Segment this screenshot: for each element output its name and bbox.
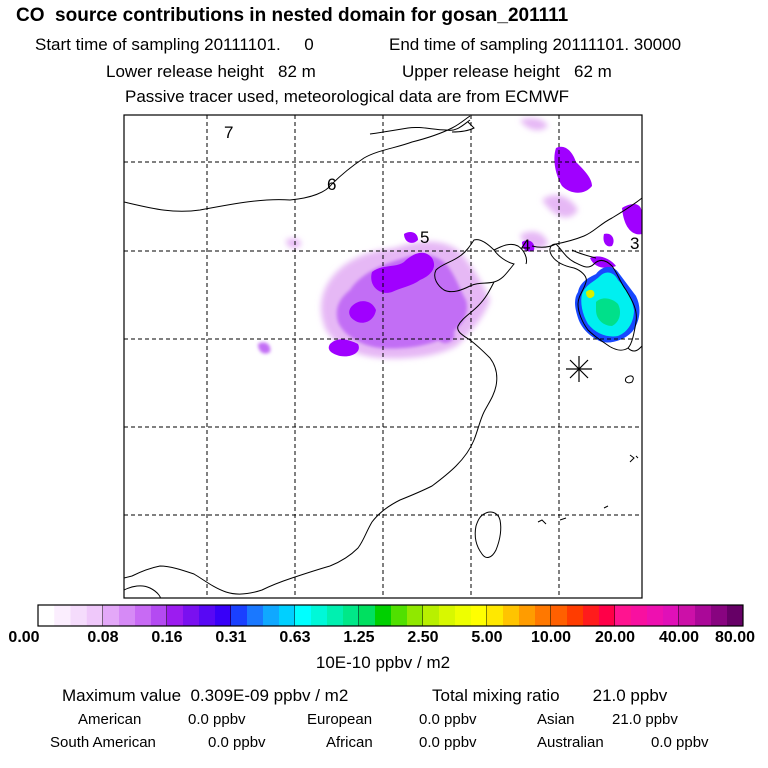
tracer-note: Passive tracer used, meteorological data… xyxy=(125,87,570,106)
colorbar-swatch xyxy=(519,605,536,626)
colorbar-swatch xyxy=(471,605,488,626)
colorbar-swatch xyxy=(70,605,88,626)
colorbar-swatch xyxy=(503,605,520,626)
end-time-label: End time of sampling 20111101. 30000 xyxy=(389,35,682,54)
colorbar-swatch xyxy=(407,605,424,626)
mid-concentration-plume xyxy=(258,254,468,354)
colorbar-swatch xyxy=(423,605,440,626)
colorbar-unit-label: 10E-10 ppbv / m2 xyxy=(315,653,451,672)
colorbar-swatch xyxy=(86,605,104,626)
colorbar-swatch xyxy=(183,605,200,626)
coastlines-and-borders xyxy=(124,115,642,598)
region-south-american-value: 0.0 ppbv xyxy=(208,734,266,751)
region-american-name: American xyxy=(78,711,142,728)
colorbar-swatch xyxy=(103,605,120,626)
colorbar-swatch xyxy=(247,605,264,626)
korea-peak-hotspot xyxy=(575,266,640,343)
region-australian-name: Australian xyxy=(537,734,604,751)
colorbar-swatch xyxy=(551,605,568,626)
region-australian-value: 0.0 ppbv xyxy=(651,734,709,751)
grid-label-5: 5 xyxy=(420,228,429,247)
colorbar-swatch xyxy=(38,605,55,626)
colorbar-swatch xyxy=(279,605,296,626)
region-african-value: 0.0 ppbv xyxy=(419,734,477,751)
colorbar-swatch xyxy=(151,605,168,626)
region-european-name: European xyxy=(307,711,373,728)
map-frame xyxy=(123,114,643,599)
colorbar-swatch xyxy=(135,605,152,626)
region-african-name: African xyxy=(326,734,373,751)
region-asian-value: 21.0 ppbv xyxy=(612,711,678,728)
map-grid-lines xyxy=(124,115,642,598)
maximum-value-label: Maximum value 0.309E-09 ppbv / m2 xyxy=(62,686,349,705)
colorbar-tick-8: 10.00 xyxy=(530,629,572,646)
colorbar-tick-5: 1.25 xyxy=(343,629,375,646)
colorbar-swatch xyxy=(487,605,504,626)
colorbar-swatch xyxy=(647,605,664,626)
region-asian-name: Asian xyxy=(537,711,575,728)
colorbar xyxy=(37,604,744,627)
colorbar-swatch xyxy=(199,605,216,626)
colorbar-tick-3: 0.31 xyxy=(215,629,247,646)
receptor-asterisk-marker xyxy=(566,356,592,382)
grid-label-6: 6 xyxy=(327,175,336,194)
lower-release-height-label: Lower release height 82 m xyxy=(106,62,316,81)
grid-label-4: 4 xyxy=(521,236,530,255)
colorbar-swatch xyxy=(727,605,744,626)
colorbar-swatch xyxy=(439,605,456,626)
colorbar-swatch xyxy=(263,605,280,626)
colorbar-tick-1: 0.08 xyxy=(87,629,119,646)
colorbar-swatch xyxy=(54,605,71,626)
plot-title: CO source contributions in nested domain… xyxy=(16,5,569,26)
region-south-american-name: South American xyxy=(50,734,156,751)
colorbar-swatch xyxy=(599,605,616,626)
colorbar-swatch xyxy=(311,605,328,626)
colorbar-swatch xyxy=(695,605,712,626)
colorbar-swatch xyxy=(231,605,248,626)
region-american-value: 0.0 ppbv xyxy=(188,711,246,728)
colorbar-tick-9: 20.00 xyxy=(594,629,636,646)
colorbar-swatch xyxy=(567,605,584,626)
colorbar-swatch xyxy=(663,605,680,626)
colorbar-tick-7: 5.00 xyxy=(471,629,503,646)
high-concentration-plume xyxy=(328,146,642,357)
colorbar-frame xyxy=(37,604,744,627)
colorbar-swatch xyxy=(167,605,184,626)
colorbar-swatch xyxy=(535,605,552,626)
total-mixing-ratio-label: Total mixing ratio 21.0 ppbv xyxy=(432,686,668,705)
colorbar-swatch xyxy=(679,605,696,626)
colorbar-swatch xyxy=(215,605,232,626)
colorbar-swatch xyxy=(391,605,408,626)
colorbar-tick-2: 0.16 xyxy=(151,629,183,646)
start-time-label: Start time of sampling 20111101. 0 xyxy=(35,35,314,54)
colorbar-tick-10: 40.00 xyxy=(658,629,700,646)
colorbar-swatch xyxy=(711,605,728,626)
grid-label-3: 3 xyxy=(630,234,639,253)
colorbar-swatch xyxy=(455,605,472,626)
colorbar-swatch xyxy=(359,605,376,626)
colorbar-swatch xyxy=(119,605,136,626)
colorbar-tick-11: 80.00 xyxy=(714,629,756,646)
upper-release-height-label: Upper release height 62 m xyxy=(402,62,612,81)
colorbar-swatch xyxy=(615,605,632,626)
colorbar-swatch xyxy=(375,605,392,626)
colorbar-swatch xyxy=(327,605,344,626)
colorbar-swatch xyxy=(295,605,312,626)
colorbar-swatch xyxy=(631,605,648,626)
colorbar-tick-6: 2.50 xyxy=(407,629,439,646)
colorbar-swatch xyxy=(343,605,360,626)
colorbar-tick-0: 0.00 xyxy=(8,629,40,646)
colorbar-swatch xyxy=(583,605,600,626)
grid-label-7: 7 xyxy=(224,123,233,142)
region-european-value: 0.0 ppbv xyxy=(419,711,477,728)
colorbar-tick-4: 0.63 xyxy=(279,629,311,646)
